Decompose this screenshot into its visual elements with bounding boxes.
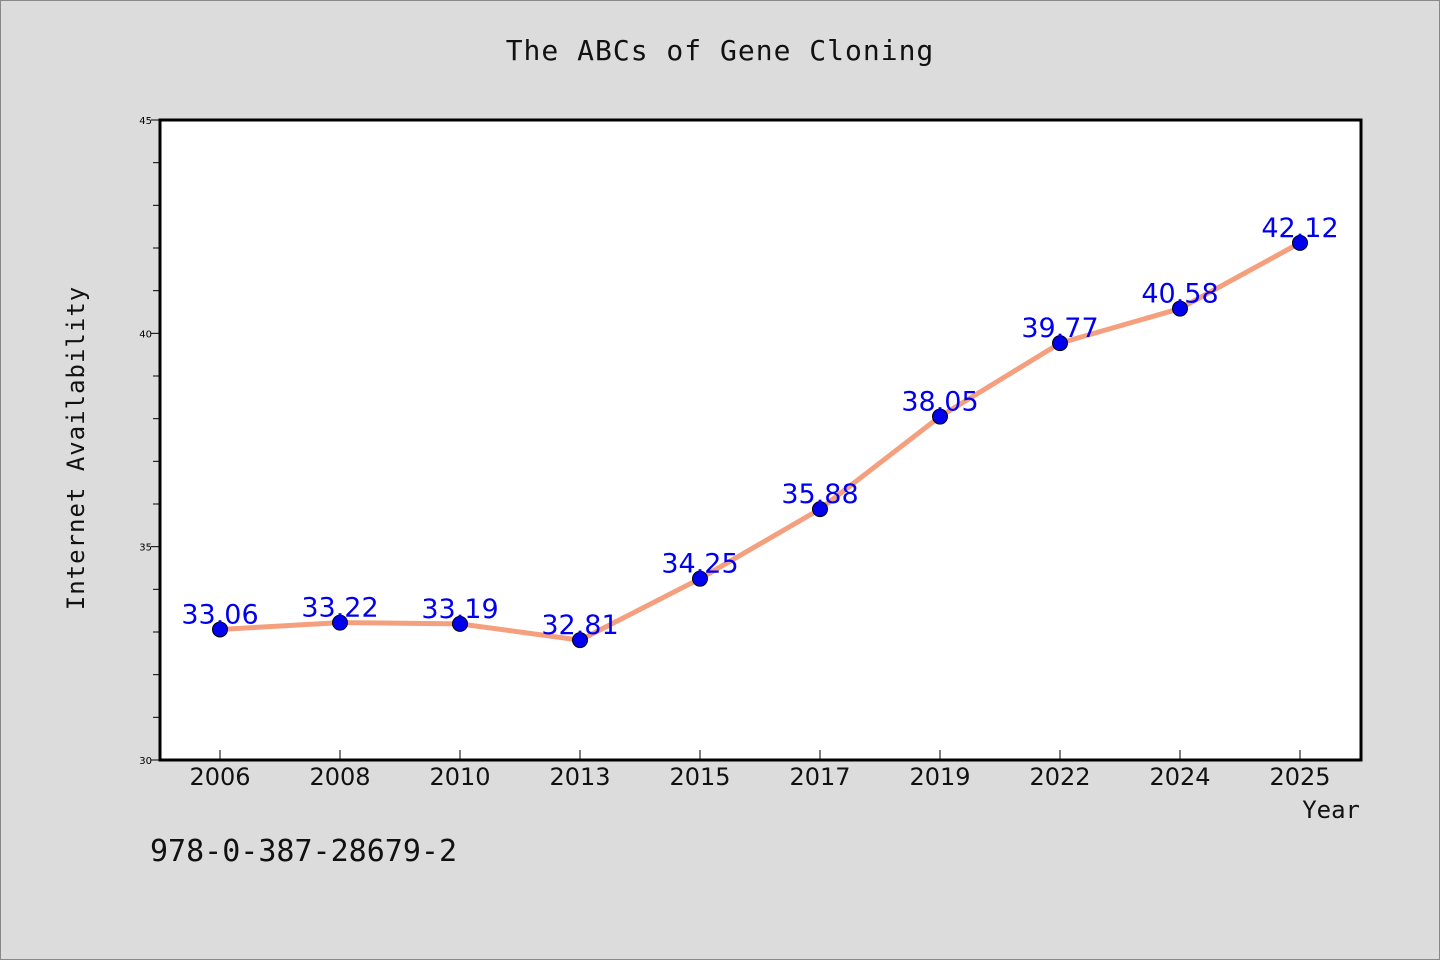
data-point (812, 501, 828, 518)
y-tick-label: 35 (139, 543, 152, 554)
x-tick-label: 2015 (669, 763, 730, 791)
y-tick-label: 40 (139, 329, 152, 340)
y-tick-label: 45 (139, 116, 152, 127)
x-tick-label: 2024 (1149, 763, 1210, 791)
data-label: 33.22 (301, 593, 378, 624)
x-axis-label: Year (1302, 796, 1360, 824)
data-label: 33.19 (421, 594, 498, 625)
data-point (452, 615, 468, 632)
data-point (692, 570, 708, 587)
data-label: 32.81 (541, 610, 618, 641)
x-tick-label: 2006 (189, 763, 250, 791)
chart-title: The ABCs of Gene Cloning (505, 34, 935, 67)
data-label: 33.06 (181, 599, 258, 630)
markers-group (212, 234, 1308, 649)
x-axis: 2006 2008 2010 2013 2015 2017 2019 2022 2024 2025 (189, 750, 1331, 791)
x-tick-label: 2025 (1269, 763, 1330, 791)
data-point (1172, 300, 1188, 317)
data-label: 38.05 (901, 387, 978, 418)
data-label: 34.25 (661, 549, 738, 580)
isbn-label: 978-0-387-28679-2 (150, 834, 458, 869)
plot-area (158, 118, 1363, 762)
data-point (572, 632, 588, 649)
y-axis: 30 35 40 45 (139, 116, 160, 767)
data-labels-group: 33.06 33.22 33.19 32.81 34.25 35.88 38.05 39.77… (181, 213, 1338, 641)
data-label: 35.88 (781, 479, 858, 510)
x-tick-label: 2017 (789, 763, 850, 791)
x-tick-label: 2013 (549, 763, 610, 791)
y-tick-label: 30 (139, 756, 152, 767)
data-point (212, 621, 228, 638)
data-point (932, 408, 948, 425)
data-label: 39.77 (1021, 313, 1098, 344)
data-point (1052, 335, 1068, 352)
x-tick-label: 2022 (1029, 763, 1090, 791)
x-tick-label: 2019 (909, 763, 970, 791)
data-label: 42.12 (1261, 213, 1338, 244)
data-point (1292, 234, 1308, 251)
x-tick-label: 2010 (429, 763, 490, 791)
series-group (217, 240, 1303, 643)
series-line (217, 240, 1303, 643)
data-point (332, 614, 348, 631)
data-label: 40.58 (1141, 279, 1218, 310)
x-tick-label: 2008 (309, 763, 370, 791)
